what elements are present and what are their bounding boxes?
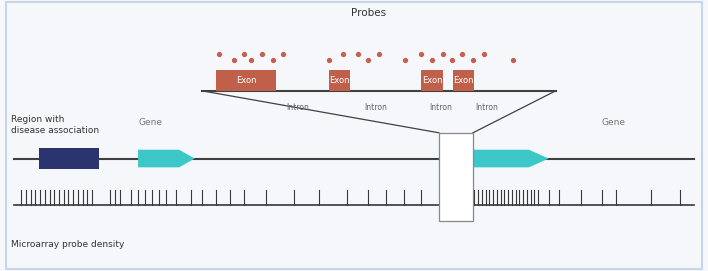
Text: Region with
disease association: Region with disease association (11, 115, 98, 135)
Text: Probes: Probes (350, 8, 386, 18)
Text: Intron: Intron (429, 103, 452, 112)
Text: Gene: Gene (138, 118, 162, 127)
Bar (39, 148, 99, 169)
Bar (439, 133, 473, 221)
Bar (453, 70, 474, 91)
Bar (421, 70, 442, 91)
FancyArrow shape (439, 150, 549, 167)
Bar (329, 70, 350, 91)
Text: Intron: Intron (286, 103, 309, 112)
Text: Exon: Exon (330, 76, 350, 85)
Text: Exon: Exon (422, 76, 442, 85)
Text: Intron: Intron (476, 103, 498, 112)
Text: Exon: Exon (454, 76, 474, 85)
Text: Gene: Gene (602, 118, 626, 127)
Text: Exon: Exon (236, 76, 256, 85)
Bar (216, 70, 276, 91)
FancyArrow shape (138, 150, 195, 167)
Text: Intron: Intron (364, 103, 387, 112)
Text: Microarray probe density: Microarray probe density (11, 240, 124, 249)
